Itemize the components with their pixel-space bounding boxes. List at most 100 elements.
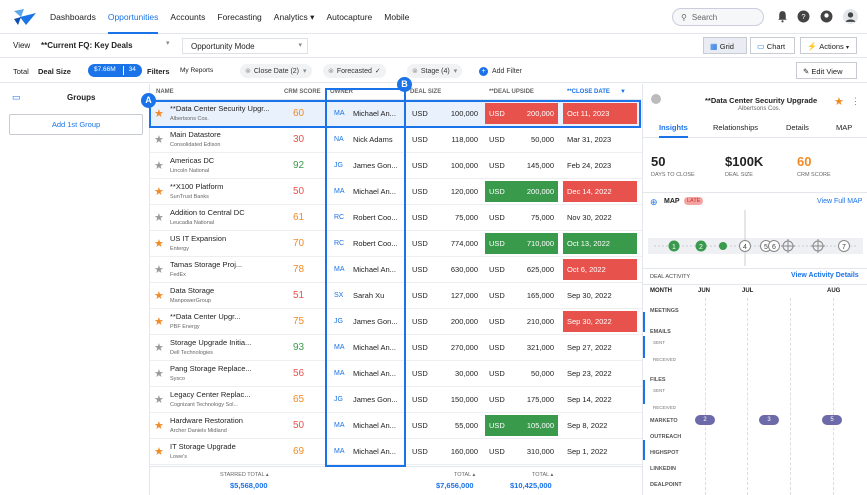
more-icon[interactable]: ⋮	[851, 96, 860, 106]
view-activity-link[interactable]: View Activity Details	[791, 272, 859, 279]
deal-name[interactable]: Tamas Storage Proj...	[170, 260, 243, 269]
marketo-pill-2[interactable]: 3	[759, 415, 779, 425]
nav-autocapture[interactable]: Autocapture	[326, 11, 373, 22]
col-owner-header[interactable]: OWNER	[330, 89, 353, 95]
nav-opportunities[interactable]: Opportunities	[107, 0, 159, 34]
nav-forecasting[interactable]: Forecasting	[217, 11, 262, 22]
owner-name[interactable]: Robert Coo...	[353, 239, 398, 248]
table-row[interactable]: ★ **X100 Platform SunTrust Banks 50 MA Michae…	[150, 179, 642, 205]
help-icon[interactable]: ?	[797, 10, 810, 23]
forecasted-filter[interactable]: ⊗ Forecasted ✓	[323, 64, 386, 78]
star-icon[interactable]: ★	[154, 160, 164, 172]
close-date-cell[interactable]	[563, 259, 637, 280]
panel-icon[interactable]: ▭	[12, 92, 21, 102]
marketo-pill-1[interactable]: 2	[695, 415, 715, 425]
owner-name[interactable]: Sarah Xu	[353, 291, 385, 300]
marketo-pill-3[interactable]: 5	[822, 415, 842, 425]
actions-button[interactable]: ⚡ Actions ▾	[800, 37, 857, 54]
account-name[interactable]: Albertsons Cos.	[170, 116, 209, 122]
owner-name[interactable]: James Gon...	[353, 395, 398, 404]
account-name[interactable]: ManpowerGroup	[170, 298, 211, 304]
owner-name[interactable]: Robert Coo...	[353, 213, 398, 222]
my-reports-filter[interactable]: My Reports	[180, 67, 214, 74]
deal-name[interactable]: **X100 Platform	[170, 182, 224, 191]
account-name[interactable]: Leucadia National	[170, 220, 215, 226]
close-icon[interactable]: ⊗	[245, 68, 251, 75]
star-icon[interactable]: ★	[154, 238, 164, 250]
table-row[interactable]: ★ Storage Upgrade Initia... Dell Technolog…	[150, 335, 642, 361]
tab-relationships[interactable]: Relationships	[713, 123, 759, 132]
deal-name[interactable]: **Data Center Upgr...	[170, 312, 241, 321]
account-name[interactable]: SunTrust Banks	[170, 194, 209, 200]
owner-name[interactable]: Michael An...	[353, 421, 396, 430]
account-name[interactable]: PBF Energy	[170, 324, 200, 330]
deal-name[interactable]: Data Storage	[170, 286, 215, 295]
owner-name[interactable]: Michael An...	[353, 343, 396, 352]
bell-icon[interactable]	[776, 10, 789, 23]
star-icon[interactable]: ★	[834, 96, 844, 108]
deal-name[interactable]: IT Storage Upgrade	[170, 442, 236, 451]
total-field[interactable]: Deal Size	[38, 67, 71, 76]
owner-name[interactable]: Michael An...	[353, 369, 396, 378]
account-name[interactable]: Lincoln National	[170, 168, 210, 174]
nav-analytics[interactable]: Analytics ▾	[273, 11, 315, 22]
owner-name[interactable]: James Gon...	[353, 161, 398, 170]
col-close-header[interactable]: **CLOSE DATE	[567, 89, 610, 95]
star-icon[interactable]: ★	[154, 290, 164, 302]
owner-name[interactable]: Michael An...	[353, 447, 396, 456]
upside-cell[interactable]	[485, 181, 558, 202]
star-icon[interactable]: ★	[154, 394, 164, 406]
edit-view-button[interactable]: ✎ Edit View	[796, 62, 857, 79]
deal-name[interactable]: Hardware Restoration	[170, 416, 243, 425]
account-name[interactable]: Cognizant Technology Sol...	[170, 402, 239, 408]
table-row[interactable]: ★ Addition to Central DC Leucadia National…	[150, 205, 642, 231]
chart-toggle[interactable]: ▭ Chart	[750, 37, 795, 54]
col-name-header[interactable]: NAME	[156, 89, 174, 95]
owner-name[interactable]: Michael An...	[353, 109, 396, 118]
owner-name[interactable]: Michael An...	[353, 265, 396, 274]
sort-desc-icon[interactable]: ▼	[620, 89, 626, 95]
account-name[interactable]: Dell Technologies	[170, 350, 214, 356]
table-row[interactable]: ★ Data Storage ManpowerGroup 51 SX Sarah Xu US…	[150, 283, 642, 309]
avatar[interactable]	[843, 9, 858, 24]
star-icon[interactable]: ★	[154, 316, 164, 328]
close-icon[interactable]: ⊗	[328, 68, 334, 75]
table-row[interactable]: ★ Main Datastore Consolidated Edison 30 NA Ni…	[150, 127, 642, 153]
star-icon[interactable]: ★	[154, 186, 164, 198]
close-date-cell[interactable]	[563, 181, 637, 202]
close-icon[interactable]: ⊗	[412, 68, 418, 75]
upside-cell[interactable]	[485, 103, 558, 124]
star-icon[interactable]: ★	[154, 108, 164, 120]
star-icon[interactable]: ★	[154, 212, 164, 224]
nav-accounts[interactable]: Accounts	[170, 11, 206, 22]
table-row[interactable]: ★ Americas DC Lincoln National 92 JG James Go…	[150, 153, 642, 179]
star-icon[interactable]: ★	[154, 420, 164, 432]
col-crm-header[interactable]: CRM SCORE	[284, 89, 321, 95]
deal-name[interactable]: Storage Upgrade Initia...	[170, 338, 252, 347]
table-row[interactable]: ★ Tamas Storage Proj... FedEx 78 MA Michael A…	[150, 257, 642, 283]
deal-name[interactable]: Americas DC	[170, 156, 215, 165]
star-icon[interactable]: ★	[154, 368, 164, 380]
add-filter-button[interactable]: + Add Filter	[474, 64, 527, 78]
close-date-cell[interactable]	[563, 233, 637, 254]
close-date-filter[interactable]: ⊗ Close Date (2) ▾	[240, 64, 312, 78]
search-input[interactable]: ⚲ Search	[672, 8, 764, 26]
account-name[interactable]: Lowe's	[170, 454, 187, 460]
view-full-map-link[interactable]: View Full MAP	[817, 198, 863, 205]
star-icon[interactable]: ★	[154, 446, 164, 458]
deal-name[interactable]: US IT Expansion	[170, 234, 227, 243]
account-name[interactable]: Consolidated Edison	[170, 142, 221, 148]
table-row[interactable]: ★ Hardware Restoration Archer Daniels Midl…	[150, 413, 642, 439]
nav-dashboards[interactable]: Dashboards	[50, 11, 96, 22]
col-deal-header[interactable]: DEAL SIZE	[410, 89, 442, 95]
account-name[interactable]: Archer Daniels Midland	[170, 428, 227, 434]
star-icon[interactable]: ★	[154, 264, 164, 276]
owner-name[interactable]: Nick Adams	[353, 135, 393, 144]
app-logo-icon[interactable]	[12, 7, 38, 27]
location-icon[interactable]	[820, 10, 833, 23]
deal-name[interactable]: Main Datastore	[170, 130, 221, 139]
nav-mobile[interactable]: Mobile	[384, 11, 410, 22]
chevron-down-icon[interactable]: ▾	[166, 40, 170, 47]
tab-map[interactable]: MAP	[836, 123, 853, 132]
close-date-cell[interactable]	[563, 103, 637, 124]
